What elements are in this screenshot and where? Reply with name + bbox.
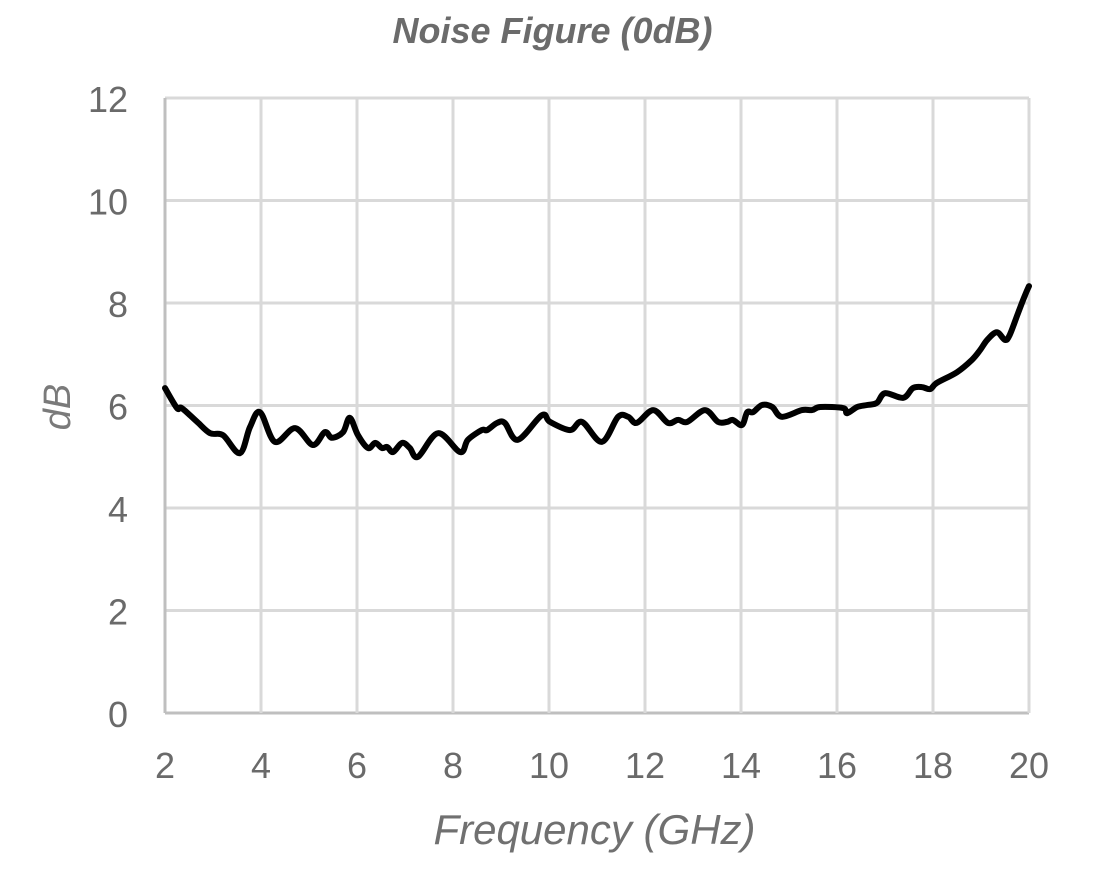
x-tick-label: 6 — [347, 745, 367, 786]
y-tick-label: 4 — [108, 489, 128, 530]
gridlines — [163, 96, 1031, 715]
x-tick-label: 20 — [1009, 745, 1049, 786]
x-tick-label: 16 — [817, 745, 857, 786]
x-tick-label: 10 — [529, 745, 569, 786]
chart-title: Noise Figure (0dB) — [392, 10, 713, 51]
x-tick-label: 4 — [251, 745, 271, 786]
noise-figure-line — [162, 283, 1032, 461]
x-tick-label: 18 — [913, 745, 953, 786]
x-axis-label: Frequency (GHz) — [433, 806, 756, 853]
y-tick-label: 0 — [108, 694, 128, 735]
x-axis-ticks: 2 4 6 8 10 12 14 16 18 20 — [155, 745, 1049, 786]
y-tick-label: 2 — [108, 592, 128, 633]
y-tick-label: 12 — [88, 79, 128, 120]
x-tick-label: 12 — [625, 745, 665, 786]
y-tick-label: 6 — [108, 387, 128, 428]
y-axis-ticks: 0 2 4 6 8 10 12 — [88, 79, 128, 735]
x-tick-label: 2 — [155, 745, 175, 786]
x-tick-label: 14 — [721, 745, 761, 786]
y-tick-label: 8 — [108, 284, 128, 325]
y-tick-label: 10 — [88, 182, 128, 223]
x-tick-label: 8 — [443, 745, 463, 786]
